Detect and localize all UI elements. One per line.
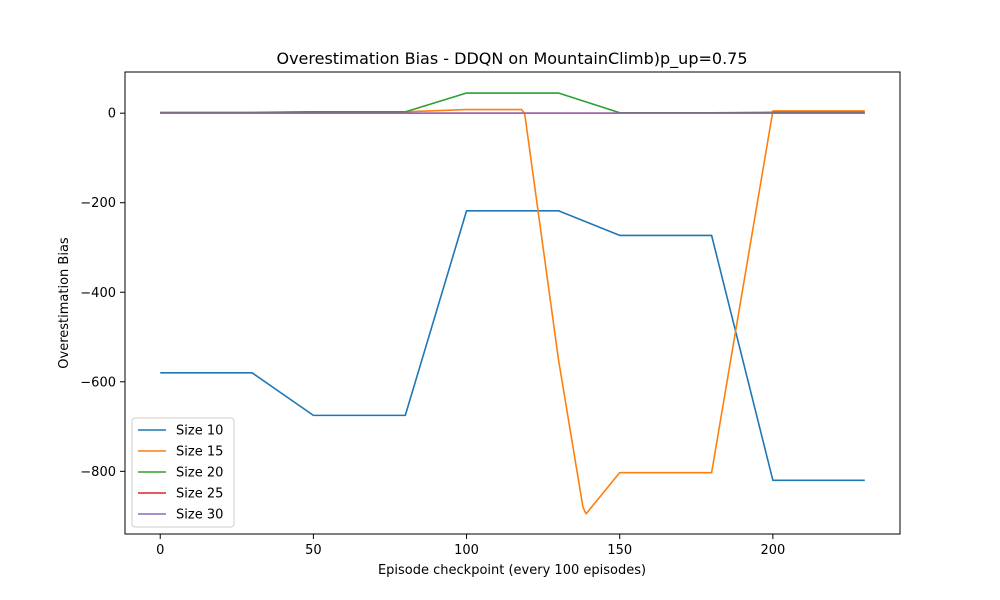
y-tick-label: −200 [80, 196, 116, 211]
legend-label-size-15: Size 15 [176, 445, 223, 460]
x-tick-label: 50 [305, 543, 322, 558]
x-tick-label: 200 [760, 543, 785, 558]
legend-box [131, 417, 235, 528]
x-tick-label: 100 [454, 543, 479, 558]
series-lines [160, 92, 865, 515]
legend-label-size-30: Size 30 [176, 508, 223, 523]
series-line-size-10 [160, 209, 865, 482]
chart-title: Overestimation Bias - DDQN on MountainCl… [276, 49, 747, 69]
y-tick-label: −600 [80, 375, 116, 390]
y-tick-label: −400 [80, 286, 116, 301]
legend-label-size-25: Size 25 [176, 487, 223, 502]
y-axis-label: Overestimation Bias [57, 237, 72, 369]
x-tick-label: 0 [156, 543, 164, 558]
legend: Size 10 Size 15 Size 20 Size 25 Size 30 [131, 417, 235, 528]
legend-label-size-20: Size 20 [176, 466, 223, 481]
y-tick-label: −800 [80, 465, 116, 480]
legend-label-size-10: Size 10 [176, 424, 223, 439]
x-axis-label: Episode checkpoint (every 100 episodes) [378, 563, 646, 578]
plot-frame [124, 71, 901, 535]
x-tick-label: 150 [607, 543, 632, 558]
x-axis-ticks: 0 50 100 150 200 [156, 534, 785, 558]
plot-area [125, 72, 900, 534]
y-tick-label: 0 [108, 107, 116, 122]
y-axis-ticks: −800 −600 −400 −200 0 [80, 107, 125, 480]
